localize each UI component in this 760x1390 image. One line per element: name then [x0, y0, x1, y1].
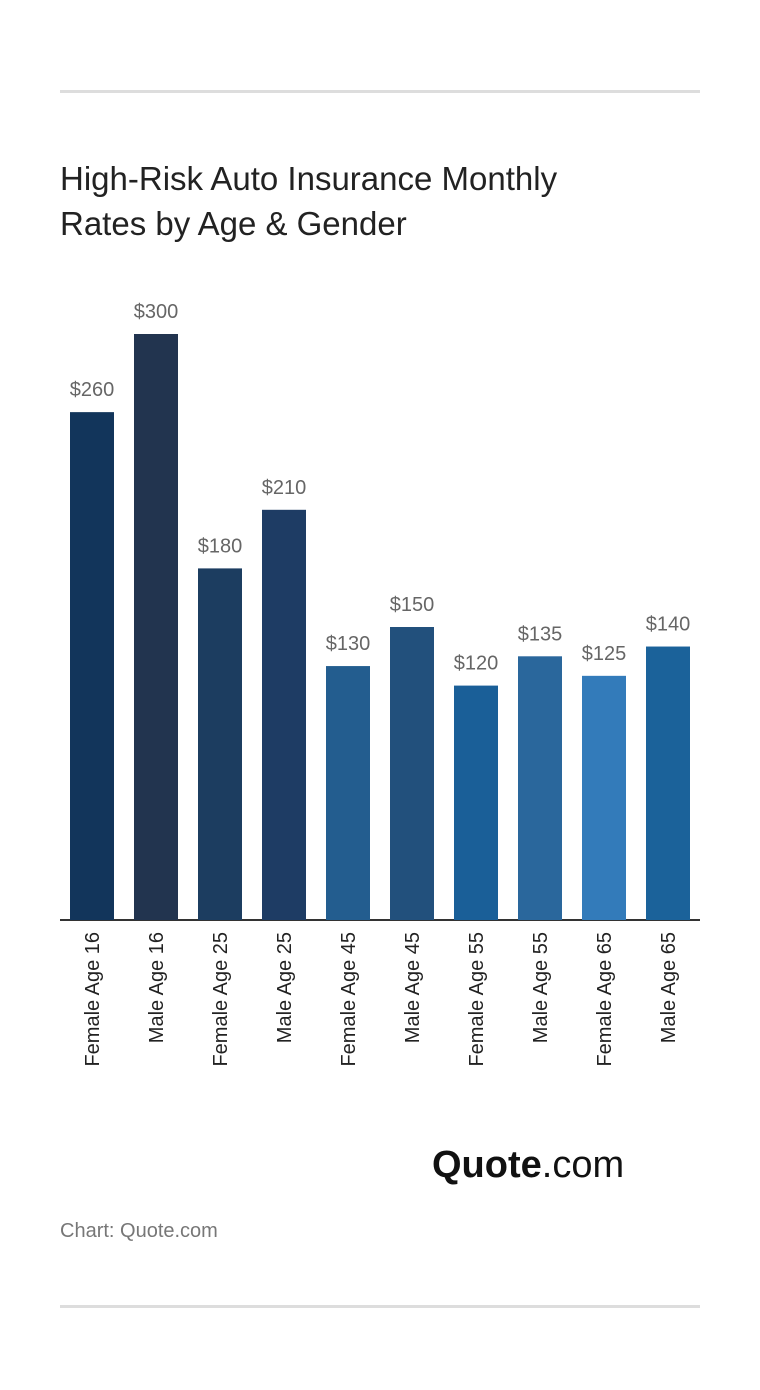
bar — [262, 509, 306, 920]
bar — [198, 568, 242, 920]
value-label: $300 — [134, 301, 179, 323]
bar — [454, 685, 498, 920]
logo: Quote.com — [432, 1144, 624, 1187]
x-tick-label: Male Age 55 — [530, 932, 552, 1043]
value-label: $135 — [518, 623, 563, 645]
bar — [390, 627, 434, 920]
value-label: $210 — [262, 477, 307, 499]
value-label: $180 — [198, 535, 243, 557]
value-label: $150 — [390, 594, 435, 616]
x-tick-label: Female Age 16 — [82, 932, 104, 1067]
logo-suffix: .com — [541, 1144, 625, 1186]
bar — [646, 646, 690, 920]
x-tick-label: Male Age 45 — [402, 932, 424, 1043]
bar — [70, 412, 114, 920]
source: Chart: Quote.com — [60, 1220, 218, 1242]
bar — [326, 666, 370, 920]
x-tick-label: Male Age 25 — [274, 932, 296, 1043]
x-tick-label: Male Age 16 — [146, 932, 168, 1043]
value-label: $120 — [454, 653, 499, 675]
bar — [582, 675, 626, 920]
value-label: $140 — [646, 614, 691, 636]
value-label: $260 — [70, 379, 115, 401]
x-tick-label: Female Age 65 — [594, 932, 616, 1067]
bottom-rule — [60, 1305, 700, 1308]
chart: $260 Female Age 16 $300 Male Age 16 $180 Fema… — [60, 301, 700, 1067]
x-tick-label: Male Age 65 — [658, 932, 680, 1043]
value-label: $125 — [582, 643, 627, 665]
bar — [518, 656, 562, 920]
chart-title: High-Risk Auto Insurance Monthly Rates b… — [60, 160, 558, 242]
x-tick-label: Female Age 55 — [466, 932, 488, 1067]
bar — [134, 334, 178, 920]
x-tick-label: Female Age 25 — [210, 932, 232, 1067]
top-rule — [60, 90, 700, 93]
value-label: $130 — [326, 633, 371, 655]
logo-name: Quote — [432, 1144, 542, 1186]
x-tick-label: Female Age 45 — [338, 932, 360, 1067]
